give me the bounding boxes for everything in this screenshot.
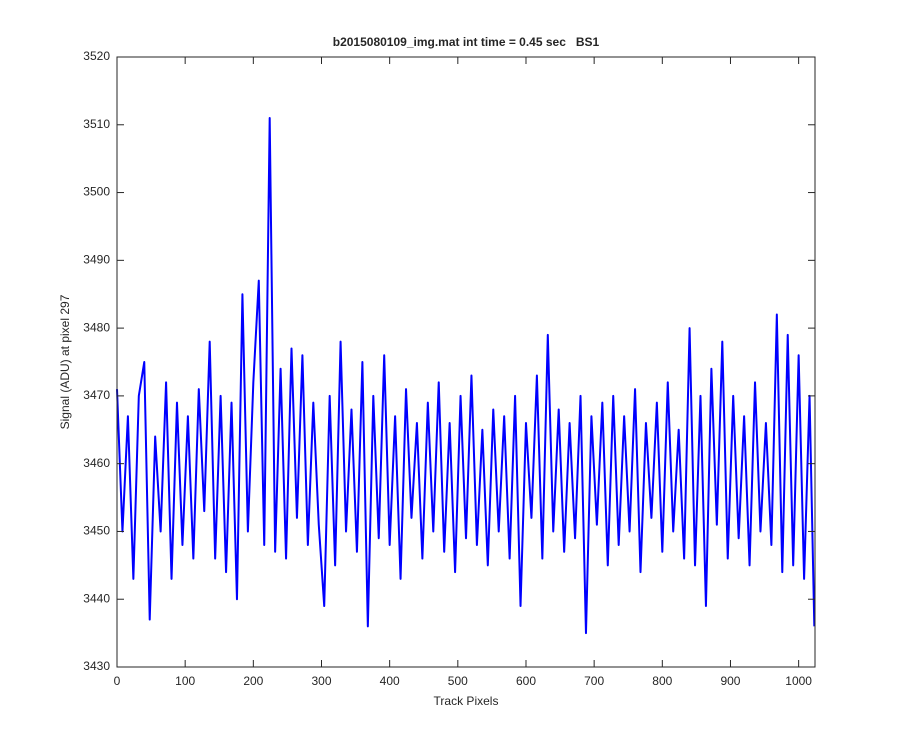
y-axis-label: Signal (ADU) at pixel 297 (58, 294, 72, 429)
data-line (116, 117, 816, 635)
x-tick-label: 800 (652, 674, 672, 688)
chart-title: b2015080109_img.mat int time = 0.45 sec … (333, 35, 600, 49)
y-tick-label: 3460 (83, 456, 110, 470)
x-tick-label: 100 (175, 674, 195, 688)
x-tick-label: 400 (380, 674, 400, 688)
y-tick-label: 3500 (83, 185, 110, 199)
x-tick-label: 300 (311, 674, 331, 688)
y-tick-label: 3480 (83, 320, 110, 334)
y-tick-label: 3510 (83, 117, 110, 131)
x-tick-label: 900 (720, 674, 740, 688)
x-tick-label: 1000 (785, 674, 812, 688)
y-tick-label: 3440 (83, 591, 110, 605)
y-tick-label: 3450 (83, 524, 110, 538)
y-tick-label: 3490 (83, 253, 110, 267)
x-tick-label: 200 (243, 674, 263, 688)
x-tick-label: 0 (114, 674, 121, 688)
x-tick-label: 600 (516, 674, 536, 688)
plot-frame (116, 56, 816, 668)
y-tick-label: 3520 (83, 49, 110, 63)
x-tick-label: 700 (584, 674, 604, 688)
x-tick-label: 500 (448, 674, 468, 688)
y-tick-label: 3470 (83, 388, 110, 402)
y-tick-label: 3430 (83, 659, 110, 673)
x-axis-label: Track Pixels (434, 694, 499, 708)
